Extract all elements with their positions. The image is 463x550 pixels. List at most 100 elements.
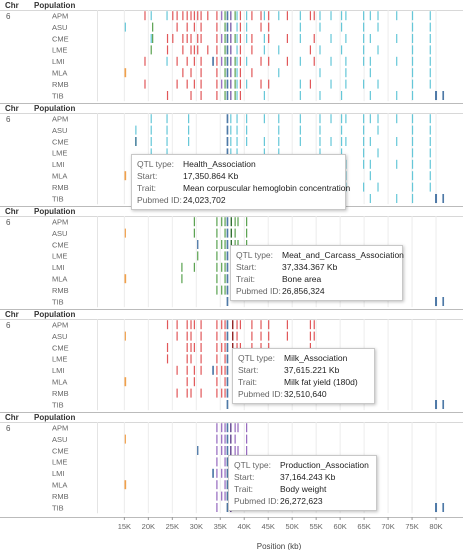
tooltip-trait: Bone area <box>282 274 322 284</box>
qtl-mark <box>234 217 236 227</box>
qtl-mark <box>411 34 414 43</box>
qtl-mark <box>221 434 223 444</box>
qtl-mark <box>216 251 218 261</box>
qtl-mark <box>124 171 127 181</box>
qtl-mark <box>176 365 178 375</box>
qtl-mark <box>237 217 239 227</box>
tooltip-health: QTL type: Health_Association Start: 17,350… <box>131 154 350 210</box>
qtl-mark <box>224 468 226 478</box>
qtl-mark <box>268 11 270 21</box>
qtl-mark <box>369 34 371 43</box>
qtl-mark <box>319 22 321 32</box>
qtl-mark <box>411 194 414 203</box>
qtl-mark <box>226 11 229 21</box>
qtl-mark <box>246 217 248 227</box>
qtl-mark <box>236 114 238 124</box>
qtl-mark <box>319 137 321 146</box>
qtl-mark <box>313 11 315 21</box>
qtl-mark <box>411 68 414 78</box>
qtl-mark <box>200 56 202 66</box>
qtl-mark <box>260 79 262 89</box>
qtl-mark <box>216 228 218 238</box>
qtl-mark <box>216 480 218 490</box>
qtl-mark <box>190 45 192 55</box>
qtl-mark <box>224 331 226 341</box>
tooltip-trait: Milk fat yield (180d) <box>284 377 358 387</box>
population-label: RMB <box>52 286 69 295</box>
qtl-mark <box>216 56 218 66</box>
x-tick-label: 30K <box>190 522 203 531</box>
qtl-mark <box>319 11 321 21</box>
qtl-mark <box>216 354 218 364</box>
qtl-mark <box>236 45 238 55</box>
qtl-mark <box>226 285 229 295</box>
qtl-mark <box>278 148 280 158</box>
qtl-mark <box>234 56 236 66</box>
qtl-mark <box>363 148 365 158</box>
population-label: CME <box>52 240 69 249</box>
x-tick-label: 15K <box>118 522 131 531</box>
qtl-mark <box>216 331 218 341</box>
qtl-mark <box>224 480 226 490</box>
qtl-mark <box>330 137 332 146</box>
chr-label: 6 <box>6 12 11 21</box>
qtl-mark <box>411 114 414 124</box>
qtl-mark <box>246 11 248 21</box>
qtl-mark <box>190 68 192 78</box>
qtl-mark <box>442 400 445 409</box>
qtl-mark <box>263 91 265 100</box>
population-header: Population <box>34 413 75 422</box>
chr-header: Chr <box>5 310 19 319</box>
population-label: CME <box>52 343 69 352</box>
qtl-mark <box>200 79 202 89</box>
tooltip-pubmed: 24,023,702 <box>183 195 226 205</box>
qtl-mark <box>188 114 190 124</box>
qtl-mark <box>299 56 301 66</box>
qtl-mark <box>239 343 242 352</box>
qtl-mark <box>226 114 229 124</box>
qtl-mark <box>230 228 232 238</box>
population-label: TIB <box>52 503 64 512</box>
qtl-mark <box>226 354 229 364</box>
qtl-mark <box>212 56 214 66</box>
qtl-mark <box>226 274 229 284</box>
qtl-mark <box>221 11 223 21</box>
qtl-mark <box>182 68 184 78</box>
qtl-mark <box>224 354 226 364</box>
qtl-mark <box>226 148 229 158</box>
qtl-mark <box>411 171 414 181</box>
qtl-mark <box>176 388 178 398</box>
qtl-mark <box>216 434 218 444</box>
qtl-mark <box>230 434 232 444</box>
qtl-mark <box>268 22 270 32</box>
qtl-mark <box>216 457 218 467</box>
qtl-mark <box>363 159 365 169</box>
qtl-mark <box>190 34 192 43</box>
qtl-mark <box>396 114 398 124</box>
qtl-mark <box>176 331 178 341</box>
qtl-mark <box>224 91 226 100</box>
tooltip-start-label: Start: <box>236 262 257 272</box>
qtl-mark <box>224 217 226 227</box>
qtl-mark <box>234 423 236 433</box>
qtl-mark <box>193 217 195 227</box>
qtl-mark <box>226 365 229 375</box>
qtl-mark <box>239 320 242 330</box>
qtl-mark <box>221 320 223 330</box>
qtl-mark <box>224 491 226 501</box>
qtl-mark <box>411 79 414 89</box>
qtl-mark <box>124 274 127 284</box>
qtl-mark <box>369 11 371 21</box>
qtl-mark <box>363 79 365 89</box>
population-label: MLA <box>52 378 67 387</box>
qtl-mark <box>221 240 223 249</box>
qtl-mark <box>166 45 169 55</box>
qtl-mark <box>200 34 202 43</box>
x-axis-title: Position (kb) <box>257 542 302 550</box>
qtl-mark <box>166 114 168 124</box>
qtl-mark <box>230 446 232 455</box>
qtl-mark <box>224 377 226 387</box>
qtl-mark <box>429 148 431 158</box>
qtl-mark <box>226 480 229 490</box>
population-label: MLA <box>52 275 67 284</box>
